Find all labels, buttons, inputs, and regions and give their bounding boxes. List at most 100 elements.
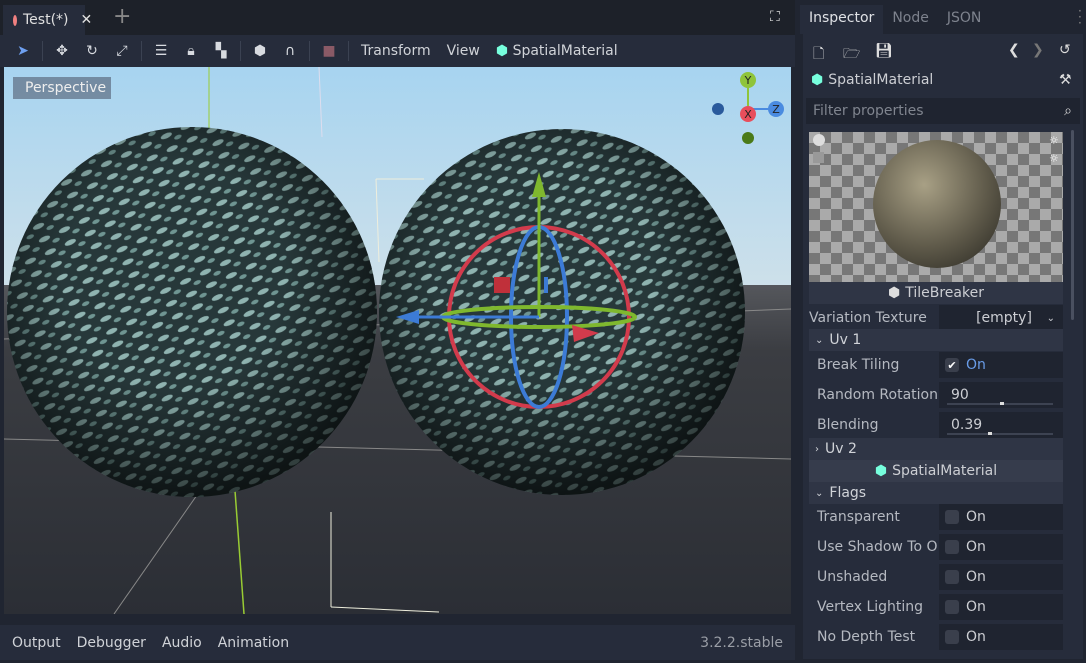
cube-preview-icon[interactable] <box>813 152 824 163</box>
perspective-label: Perspective <box>25 80 107 96</box>
blending-row: Blending 0.39 <box>809 411 1063 439</box>
transform-menu[interactable]: Transform <box>361 43 431 59</box>
flag-label: Vertex Lighting <box>817 599 924 615</box>
viewport-toolbar: ➤ ✥ ↻ ⤢ ☰ 🔒︎ ▚ ⬢ ∩ ■ Transform View ⬢ Sp… <box>0 35 795 67</box>
flag-row: No Depth Test On <box>809 623 1063 651</box>
preview-label: TileBreaker <box>905 285 984 301</box>
uv1-section[interactable]: ⌄ Uv 1 <box>809 329 1063 351</box>
random-rotation-slider[interactable]: 90 <box>939 382 1063 408</box>
tab-inspector[interactable]: Inspector <box>800 5 884 34</box>
spatialmaterial-menu[interactable]: ⬢ SpatialMaterial <box>488 43 626 59</box>
scrollbar[interactable] <box>1071 130 1074 320</box>
orientation-gizmo[interactable]: Y X Z <box>712 72 784 144</box>
group-icon[interactable]: ▚ <box>215 43 227 59</box>
filter-input[interactable]: Filter properties ⌕ <box>806 98 1080 124</box>
list-select-icon[interactable]: ☰ <box>154 43 168 59</box>
camera-icon[interactable]: ■ <box>322 43 336 59</box>
save-icon[interactable]: 💾︎ <box>875 43 893 59</box>
resource-header: ⬢ SpatialMaterial <box>811 72 933 88</box>
flag-value: On <box>966 509 986 525</box>
blending-slider[interactable]: 0.39 <box>939 412 1063 438</box>
flag-checkbox[interactable]: On <box>939 594 1063 620</box>
scene-tab[interactable]: Test(*) ✕ <box>3 5 92 35</box>
add-tab-button[interactable]: + <box>113 4 132 29</box>
checkbox-icon <box>945 540 959 554</box>
light-1-icon[interactable]: ☼ <box>1049 134 1059 147</box>
sphere-preview-icon[interactable] <box>813 134 825 146</box>
close-icon[interactable]: ✕ <box>80 12 93 28</box>
flag-label: Unshaded <box>817 569 888 585</box>
divider <box>309 41 310 61</box>
output-tab[interactable]: Output <box>12 634 61 651</box>
checkbox-icon <box>945 600 959 614</box>
flag-label: No Depth Test <box>817 629 916 645</box>
flag-row: Vertex Lighting On <box>809 593 1063 621</box>
uv2-label: Uv 2 <box>825 441 857 457</box>
move-tool-icon[interactable]: ✥ <box>56 43 68 59</box>
transform-gizmo[interactable] <box>396 172 637 409</box>
flags-section[interactable]: ⌄ Flags <box>809 482 1063 504</box>
flag-label: Transparent <box>817 509 900 525</box>
preview-sphere <box>873 140 1001 268</box>
lock-icon[interactable]: 🔒︎ <box>187 43 195 59</box>
material-icon: ⬢ <box>811 72 824 88</box>
scene-tab-label: Test(*) <box>23 12 69 28</box>
back-icon[interactable]: ❮ <box>1008 42 1020 58</box>
flag-checkbox[interactable]: On <box>939 534 1063 560</box>
sphere-left[interactable] <box>7 127 377 497</box>
tab-json[interactable]: JSON <box>946 10 982 26</box>
flag-row: Use Shadow To O On <box>809 533 1063 561</box>
variation-texture-label: Variation Texture <box>809 310 927 326</box>
gizmo-x-label: X <box>744 108 752 121</box>
rotate-tool-icon[interactable]: ↻ <box>86 43 98 59</box>
flags-label: Flags <box>829 485 867 501</box>
object-properties-icon[interactable]: ⚒ <box>1059 72 1072 88</box>
view-menu[interactable]: View <box>446 43 480 59</box>
snap-icon[interactable]: ∩ <box>284 43 296 59</box>
slider-grabber[interactable] <box>1000 402 1004 405</box>
light-2-icon[interactable]: ☼ <box>1049 152 1059 165</box>
menu-dots-icon[interactable]: · · · <box>1078 4 1082 30</box>
divider <box>42 41 43 61</box>
checkbox-icon <box>945 630 959 644</box>
filter-placeholder: Filter properties <box>813 103 924 119</box>
shader-icon: ⬢ <box>888 285 901 301</box>
material-preview: ☼ ☼ <box>809 132 1063 282</box>
variation-texture-picker[interactable]: [empty] ⌄ <box>939 305 1063 331</box>
audio-tab[interactable]: Audio <box>161 634 202 651</box>
material-icon: ⬢ <box>495 43 509 59</box>
history-icon[interactable]: ↺ <box>1059 42 1071 58</box>
tab-node[interactable]: Node <box>892 10 929 26</box>
new-resource-icon[interactable]: 🗋 <box>813 46 825 62</box>
animation-tab[interactable]: Animation <box>217 634 290 651</box>
slider-grabber[interactable] <box>988 432 993 435</box>
search-icon: ⌕ <box>1064 103 1072 119</box>
debugger-tab[interactable]: Debugger <box>76 634 146 651</box>
forward-icon[interactable]: ❯ <box>1032 42 1044 58</box>
sub-resource-name: SpatialMaterial <box>892 463 998 479</box>
fullscreen-icon[interactable]: ⛶ <box>770 9 780 25</box>
blending-label: Blending <box>817 417 879 433</box>
open-folder-icon[interactable]: 🗁 <box>843 46 861 62</box>
sub-resource-header[interactable]: ⬢ SpatialMaterial <box>809 460 1063 482</box>
3d-viewport[interactable]: Y X Z Perspective <box>4 67 791 614</box>
check-icon: ✔ <box>945 358 959 372</box>
uv2-section[interactable]: › Uv 2 <box>809 438 1063 460</box>
uv1-label: Uv 1 <box>829 332 862 348</box>
scene-view: Y X Z <box>4 67 791 614</box>
divider <box>141 41 142 61</box>
sphere-right[interactable] <box>379 129 745 495</box>
local-space-icon[interactable]: ⬢ <box>253 43 267 59</box>
flag-value: On <box>966 599 986 615</box>
break-tiling-checkbox[interactable]: ✔ On <box>939 352 1063 378</box>
flag-checkbox[interactable]: On <box>939 504 1063 530</box>
perspective-menu[interactable]: Perspective <box>13 77 112 99</box>
divider <box>240 41 241 61</box>
random-rotation-label: Random Rotation <box>817 387 938 403</box>
checkbox-icon <box>945 570 959 584</box>
flag-checkbox[interactable]: On <box>939 624 1063 650</box>
scale-tool-icon[interactable]: ⤢ <box>116 43 128 59</box>
flag-checkbox[interactable]: On <box>939 564 1063 590</box>
break-tiling-value: On <box>966 357 986 373</box>
select-tool-icon[interactable]: ➤ <box>17 43 29 59</box>
